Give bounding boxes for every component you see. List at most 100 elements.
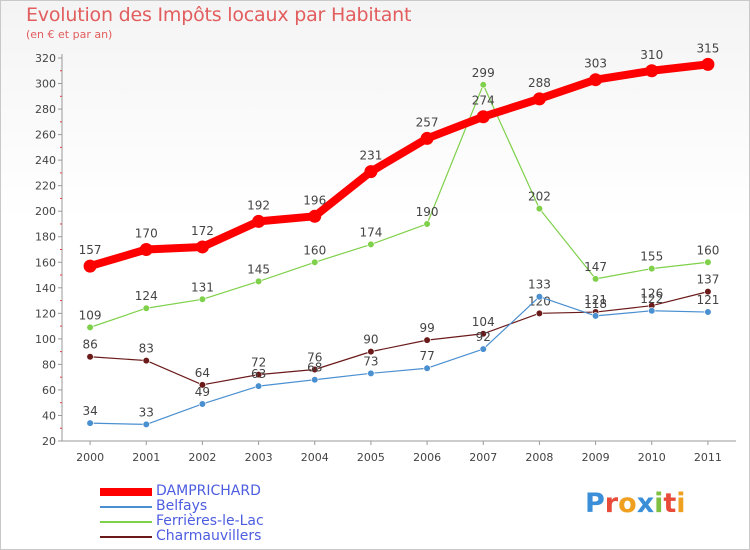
data-label: 99 — [419, 321, 434, 335]
x-tick-label: 2004 — [301, 451, 329, 464]
data-point — [591, 275, 600, 283]
logo-letter: t — [663, 488, 677, 519]
logo-letter: i — [654, 488, 664, 519]
y-tick-label: 120 — [35, 307, 56, 320]
legend-label: Ferrières-le-Lac — [156, 513, 264, 529]
data-point — [311, 376, 319, 384]
legend-swatch — [100, 506, 152, 508]
data-point — [423, 336, 431, 344]
data-label: 157 — [79, 243, 102, 257]
y-tick-label: 280 — [35, 103, 56, 116]
data-label: 49 — [195, 385, 210, 399]
data-label: 126 — [640, 287, 663, 301]
y-tick-label: 220 — [35, 180, 56, 193]
series-line-damprichard — [86, 60, 712, 271]
legend-item-ferrieres-le-lac[interactable]: Ferrières-le-Lac — [100, 513, 360, 529]
legend-swatch — [100, 521, 152, 523]
legend-item-damprichard[interactable]: DAMPRICHARD — [100, 483, 360, 499]
logo-letter: P — [585, 488, 605, 519]
data-point — [479, 345, 487, 353]
data-point — [648, 265, 656, 273]
logo-letter: x — [636, 488, 655, 519]
data-point — [86, 353, 94, 361]
data-point — [254, 371, 263, 379]
data-point — [701, 57, 715, 71]
data-point — [367, 369, 375, 377]
data-point — [86, 419, 94, 427]
x-tick-label: 2003 — [245, 451, 273, 464]
data-label: 299 — [472, 66, 495, 80]
data-point — [479, 81, 487, 89]
data-point — [532, 92, 546, 106]
data-point — [648, 307, 656, 315]
data-label: 120 — [528, 294, 551, 308]
data-label: 121 — [696, 293, 719, 307]
data-label: 147 — [584, 260, 607, 274]
data-label: 109 — [79, 308, 102, 322]
chart-title: Evolution des Impôts locaux par Habitant — [26, 4, 412, 26]
legend-item-belfays[interactable]: Belfays — [100, 498, 360, 514]
data-point — [535, 205, 544, 213]
data-label: 104 — [472, 315, 495, 329]
data-point — [198, 400, 207, 408]
data-label: 33 — [139, 405, 154, 419]
chart-subtitle: (en € et par an) — [26, 28, 113, 41]
data-point — [308, 209, 322, 223]
x-tick-label: 2000 — [76, 451, 104, 464]
data-label: 72 — [251, 356, 266, 370]
legend-label: Charmauvillers — [156, 528, 262, 544]
data-point — [704, 258, 712, 266]
data-point — [535, 293, 544, 301]
x-tick-label: 2001 — [132, 451, 160, 464]
data-point — [254, 277, 263, 286]
data-point — [420, 131, 434, 145]
x-tick-label: 2007 — [469, 451, 497, 464]
x-tick-label: 2006 — [413, 451, 441, 464]
data-point — [198, 381, 207, 389]
y-tick-label: 320 — [35, 52, 56, 65]
data-label: 160 — [696, 243, 719, 257]
logo-letter: o — [618, 488, 637, 519]
data-point — [476, 110, 490, 124]
data-label: 121 — [584, 293, 607, 307]
data-label: 145 — [247, 262, 270, 276]
data-label: 288 — [528, 76, 551, 90]
data-label: 172 — [191, 224, 214, 238]
legend-label: Belfays — [156, 498, 208, 514]
data-point — [535, 309, 544, 317]
y-tick-label: 300 — [35, 78, 56, 91]
data-point — [704, 288, 712, 296]
legend-swatch — [100, 536, 152, 538]
logo-letter: r — [604, 488, 619, 519]
data-point — [311, 258, 319, 266]
y-tick-label: 240 — [35, 154, 56, 167]
data-point — [423, 220, 431, 228]
data-label: 68 — [307, 361, 322, 375]
data-label: 133 — [528, 278, 551, 292]
proxiti-logo: Proxiti — [585, 488, 686, 519]
legend-swatch — [100, 488, 152, 496]
data-label: 131 — [191, 280, 214, 294]
data-label: 202 — [528, 190, 551, 204]
data-point — [198, 295, 207, 303]
data-point — [367, 240, 375, 248]
data-label: 192 — [247, 198, 270, 212]
x-tick-label: 2005 — [357, 451, 385, 464]
data-point — [252, 214, 266, 228]
data-point — [479, 330, 487, 338]
y-tick-label: 140 — [35, 282, 56, 295]
x-tick-label: 2010 — [638, 451, 666, 464]
data-label: 196 — [303, 193, 326, 207]
data-label: 155 — [640, 250, 663, 264]
data-label: 315 — [696, 41, 719, 55]
y-tick-label: 260 — [35, 129, 56, 142]
data-label: 64 — [195, 366, 210, 380]
data-label: 92 — [476, 330, 491, 344]
y-tick-label: 100 — [35, 333, 56, 346]
legend-item-charmauvillers[interactable]: Charmauvillers — [100, 528, 360, 544]
data-label: 90 — [363, 333, 378, 347]
y-tick-label: 80 — [42, 358, 56, 371]
x-tick-label: 2002 — [188, 451, 216, 464]
x-tick-label: 2009 — [582, 451, 610, 464]
